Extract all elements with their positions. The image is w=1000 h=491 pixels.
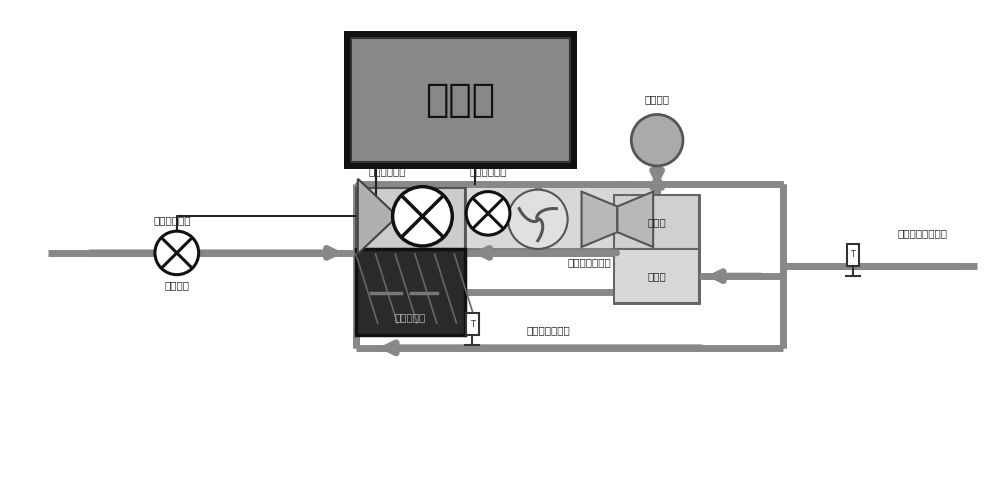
Bar — [466, 313, 479, 335]
Bar — [614, 249, 699, 303]
Circle shape — [155, 231, 199, 274]
Text: 冷凝器: 冷凝器 — [647, 217, 666, 227]
Bar — [356, 184, 654, 249]
Polygon shape — [358, 179, 398, 254]
Text: 制冷组件出口温度: 制冷组件出口温度 — [898, 228, 948, 238]
Bar — [356, 249, 465, 335]
Bar — [614, 194, 699, 249]
Polygon shape — [617, 191, 653, 247]
Text: 压气机出口温度: 压气机出口温度 — [527, 325, 571, 335]
Text: 温度控制活门: 温度控制活门 — [469, 166, 507, 176]
Circle shape — [508, 190, 568, 249]
Text: 初级散热器: 初级散热器 — [395, 213, 426, 223]
Text: 回热器: 回热器 — [647, 271, 666, 281]
Circle shape — [631, 114, 683, 166]
Text: T: T — [470, 320, 475, 328]
Circle shape — [466, 191, 510, 235]
Bar — [614, 194, 699, 303]
Text: 次级散热器: 次级散热器 — [395, 312, 426, 322]
Bar — [356, 188, 465, 335]
Text: 流量控制活门: 流量控制活门 — [153, 215, 191, 225]
Text: 冲压空气活门: 冲压空气活门 — [369, 166, 406, 176]
Bar — [847, 244, 859, 266]
Text: 三轮空气循环机: 三轮空气循环机 — [568, 257, 611, 267]
Bar — [356, 188, 465, 249]
Text: 水分离器: 水分离器 — [645, 95, 670, 105]
Polygon shape — [582, 191, 617, 247]
Bar — [344, 31, 577, 169]
Text: 引气系统: 引气系统 — [164, 280, 189, 291]
Circle shape — [393, 187, 452, 246]
Text: T: T — [851, 250, 856, 259]
Bar — [351, 38, 570, 162]
Text: 控制器: 控制器 — [425, 81, 495, 119]
